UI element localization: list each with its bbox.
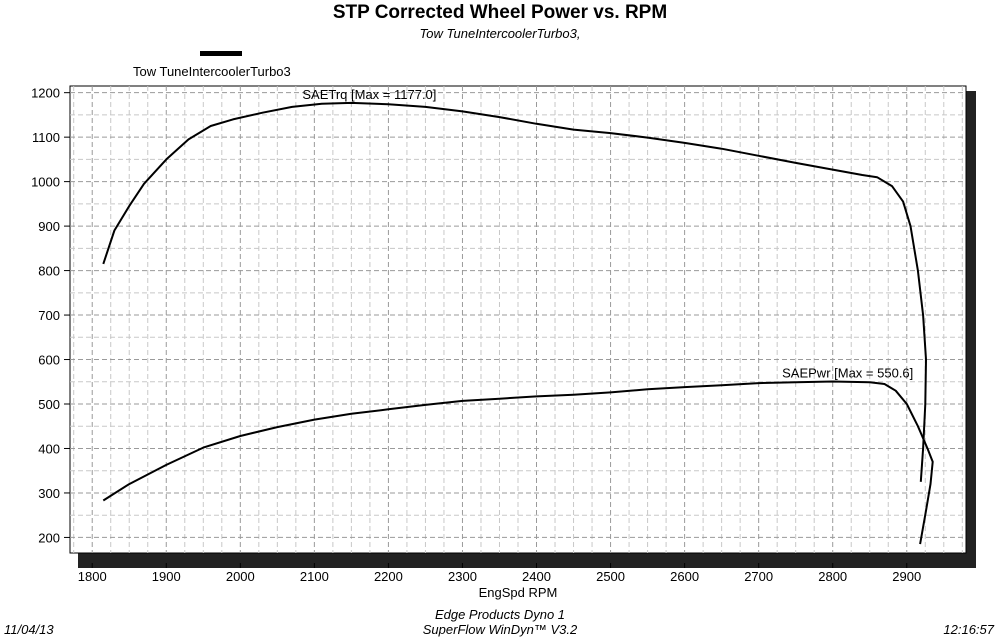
y-tick-label: 700 (38, 308, 60, 323)
series-line-saetrq (102, 101, 927, 482)
y-tick-label: 900 (38, 219, 60, 234)
x-tick-label: 2700 (744, 569, 773, 584)
y-tick-label: 600 (38, 353, 60, 368)
x-tick-label: 2800 (818, 569, 847, 584)
series-line-saepwr (102, 380, 934, 545)
x-axis-label: EngSpd RPM (479, 585, 558, 600)
footer-date: 11/04/13 (4, 622, 54, 637)
y-tick-label: 500 (38, 397, 60, 412)
x-tick-label: 2300 (448, 569, 477, 584)
x-tick-label: 2200 (374, 569, 403, 584)
footer-software: SuperFlow WinDyn™ V3.2 (422, 622, 578, 637)
legend-swatch (200, 51, 242, 56)
chart-subtitle: Tow TuneIntercoolerTurbo3, (419, 26, 581, 41)
x-tick-label: 1900 (152, 569, 181, 584)
footer-time: 12:16:57 (943, 622, 994, 637)
legend-label: Tow TuneIntercoolerTurbo3 (133, 64, 291, 79)
y-tick-label: 200 (38, 530, 60, 545)
annotation-saetrq: SAETrq [Max = 1177.0] (302, 87, 436, 102)
x-tick-label: 2600 (670, 569, 699, 584)
x-tick-label: 2100 (300, 569, 329, 584)
y-tick-label: 1100 (32, 130, 60, 145)
y-tick-label: 1200 (31, 86, 60, 101)
footer-dyno-name: Edge Products Dyno 1 (434, 607, 566, 622)
x-tick-label: 2500 (596, 569, 625, 584)
chart-title: STP Corrected Wheel Power vs. RPM (332, 2, 668, 23)
annotation-saepwr: SAEPwr [Max = 550.6] (782, 365, 913, 380)
x-tick-label: 2400 (522, 569, 551, 584)
x-tick-label: 1800 (78, 569, 107, 584)
y-tick-label: 300 (38, 486, 60, 501)
x-tick-label: 2000 (226, 569, 255, 584)
y-tick-label: 800 (38, 264, 60, 279)
y-tick-label: 400 (38, 441, 60, 456)
x-tick-label: 2900 (892, 569, 921, 584)
y-tick-label: 1000 (31, 175, 60, 190)
